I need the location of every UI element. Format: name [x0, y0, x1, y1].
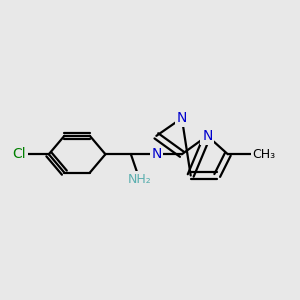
- Text: Cl: Cl: [12, 147, 26, 161]
- Text: NH₂: NH₂: [128, 172, 151, 185]
- Text: N: N: [202, 129, 212, 143]
- Text: CH₃: CH₃: [253, 148, 276, 161]
- Text: N: N: [177, 111, 187, 125]
- Text: N: N: [151, 147, 162, 161]
